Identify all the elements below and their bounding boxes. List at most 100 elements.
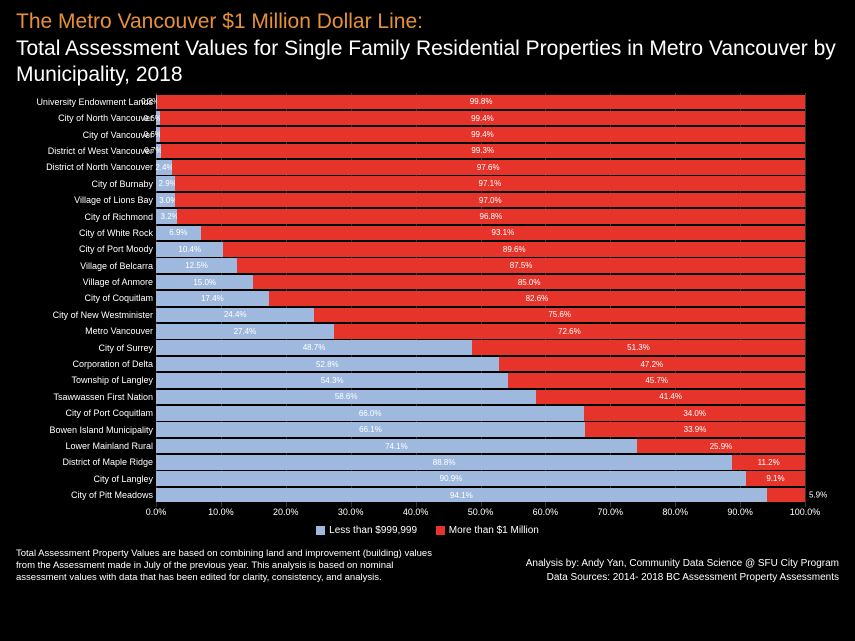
row-label: City of Port Coquitlam [13, 406, 156, 421]
legend-label-high: More than $1 Million [449, 525, 539, 536]
x-tick-label: 40.0% [403, 507, 429, 517]
bar-stack: 12.5%87.5% [156, 258, 805, 273]
bar-segment-high: 45.7% [508, 373, 805, 388]
bar-segment-low: 27.4% [156, 324, 334, 339]
bar-stack: 17.4%82.6% [156, 291, 805, 306]
bar-stack: 0.6%99.4% [156, 111, 805, 126]
credits: Analysis by: Andy Yan, Community Data Sc… [526, 557, 839, 585]
bar-stack: 0.7%99.3% [156, 144, 805, 159]
x-tick-label: 60.0% [533, 507, 559, 517]
bar-row: City of New Westminister24.4%75.6% [156, 308, 805, 323]
title-line-1: The Metro Vancouver $1 Million Dollar Li… [16, 10, 839, 34]
slide: { "title_line1": "The Metro Vancouver $1… [0, 0, 855, 641]
bar-segment-low: 66.1% [156, 422, 585, 437]
bar-row: City of Surrey48.7%51.3% [156, 340, 805, 355]
bar-segment-high: 75.6% [314, 308, 805, 323]
row-label: City of Vancouver [13, 127, 156, 142]
bar-segment-low: 15.0% [156, 275, 253, 290]
row-label: City of Langley [13, 471, 156, 486]
bar-row: Bowen Island Municipality66.1%33.9% [156, 422, 805, 437]
x-tick-label: 20.0% [273, 507, 299, 517]
x-tick-label: 80.0% [662, 507, 688, 517]
bar-stack: 6.9%93.1% [156, 226, 805, 241]
bar-segment-high: 9.1% [746, 471, 805, 486]
bar-segment-high: 11.2% [732, 455, 805, 470]
bar-stack: 0.6%99.4% [156, 127, 805, 142]
bar-row: Village of Lions Bay3.0%97.0% [156, 193, 805, 208]
bar-row: Metro Vancouver27.4%72.6% [156, 324, 805, 339]
bar-row: Corporation of Delta52.8%47.2% [156, 357, 805, 372]
bar-stack: 3.2%96.8% [156, 209, 805, 224]
bar-stack: 15.0%85.0% [156, 275, 805, 290]
bar-segment-low: 2.4% [156, 160, 172, 175]
x-axis: 0.0%10.0%20.0%30.0%40.0%50.0%60.0%70.0%8… [156, 505, 805, 523]
bar-row: District of Maple Ridge88.8%11.2% [156, 455, 805, 470]
bar-segment-high: 99.3% [161, 144, 805, 159]
bar-stack: 94.1%5.9% [156, 488, 805, 503]
bar-value-high-outside: 5.9% [805, 491, 827, 500]
row-label: City of White Rock [13, 226, 156, 241]
bar-stack: 2.9%97.1% [156, 176, 805, 191]
x-tick-label: 10.0% [208, 507, 234, 517]
footer: Total Assessment Property Values are bas… [16, 548, 839, 585]
row-label: Metro Vancouver [13, 324, 156, 339]
bar-row: City of Richmond3.2%96.8% [156, 209, 805, 224]
bar-row: District of West Vancouver0.7%99.3% [156, 144, 805, 159]
bar-segment-high: 89.6% [223, 242, 805, 257]
bar-row: City of Langley90.9%9.1% [156, 471, 805, 486]
chart: University Endowment Lands0.2%99.8%City … [16, 95, 839, 538]
bar-segment-low: 24.4% [156, 308, 314, 323]
bar-segment-high: 97.0% [175, 193, 805, 208]
bar-segment-low: 6.9% [156, 226, 201, 241]
bar-segment-high: 5.9% [767, 488, 805, 503]
bar-row: Tsawwassen First Nation58.6%41.4% [156, 390, 805, 405]
footnote: Total Assessment Property Values are bas… [16, 548, 446, 585]
row-label: City of Surrey [13, 340, 156, 355]
legend-item-low: Less than $999,999 [316, 525, 417, 536]
bar-segment-high: 51.3% [472, 340, 805, 355]
bar-row: Village of Belcarra12.5%87.5% [156, 258, 805, 273]
bar-segment-high: 33.9% [585, 422, 805, 437]
row-label: City of Pitt Meadows [13, 488, 156, 503]
bar-row: City of Pitt Meadows94.1%5.9% [156, 488, 805, 503]
row-label: District of North Vancouver [13, 160, 156, 175]
bar-segment-low: 90.9% [156, 471, 746, 486]
x-tick-label: 30.0% [338, 507, 364, 517]
bar-segment-high: 25.9% [637, 439, 805, 454]
row-label: Lower Mainland Rural [13, 439, 156, 454]
bar-row: District of North Vancouver2.4%97.6% [156, 160, 805, 175]
title-line-2: Total Assessment Values for Single Famil… [16, 36, 839, 89]
bar-segment-low: 17.4% [156, 291, 269, 306]
bar-segment-high: 87.5% [237, 258, 805, 273]
row-label: City of New Westminister [13, 308, 156, 323]
row-label: Village of Anmore [13, 275, 156, 290]
bar-row: City of White Rock6.9%93.1% [156, 226, 805, 241]
row-label: District of West Vancouver [13, 144, 156, 159]
bar-segment-low: 10.4% [156, 242, 223, 257]
row-label: Village of Lions Bay [13, 193, 156, 208]
bar-stack: 66.0%34.0% [156, 406, 805, 421]
row-label: City of North Vancouver [13, 111, 156, 126]
bar-stack: 74.1%25.9% [156, 439, 805, 454]
bar-segment-low: 88.8% [156, 455, 732, 470]
legend-swatch-low [316, 526, 325, 535]
bar-row: City of Coquitlam17.4%82.6% [156, 291, 805, 306]
row-label: City of Burnaby [13, 176, 156, 191]
bar-rows: University Endowment Lands0.2%99.8%City … [156, 95, 805, 503]
bar-segment-low: 48.7% [156, 340, 472, 355]
bar-stack: 2.4%97.6% [156, 160, 805, 175]
bar-row: City of Vancouver0.6%99.4% [156, 127, 805, 142]
legend-swatch-high [436, 526, 445, 535]
x-tick-label: 50.0% [468, 507, 494, 517]
bar-row: City of Port Moody10.4%89.6% [156, 242, 805, 257]
x-tick-label: 0.0% [146, 507, 167, 517]
bar-segment-high: 93.1% [201, 226, 805, 241]
row-label: Township of Langley [13, 373, 156, 388]
bar-segment-low: 58.6% [156, 390, 536, 405]
bar-segment-high: 85.0% [253, 275, 805, 290]
row-label: Bowen Island Municipality [13, 422, 156, 437]
bar-segment-low: 94.1% [156, 488, 767, 503]
bar-segment-low: 66.0% [156, 406, 584, 421]
bar-stack: 27.4%72.6% [156, 324, 805, 339]
bar-segment-high: 99.4% [160, 127, 805, 142]
